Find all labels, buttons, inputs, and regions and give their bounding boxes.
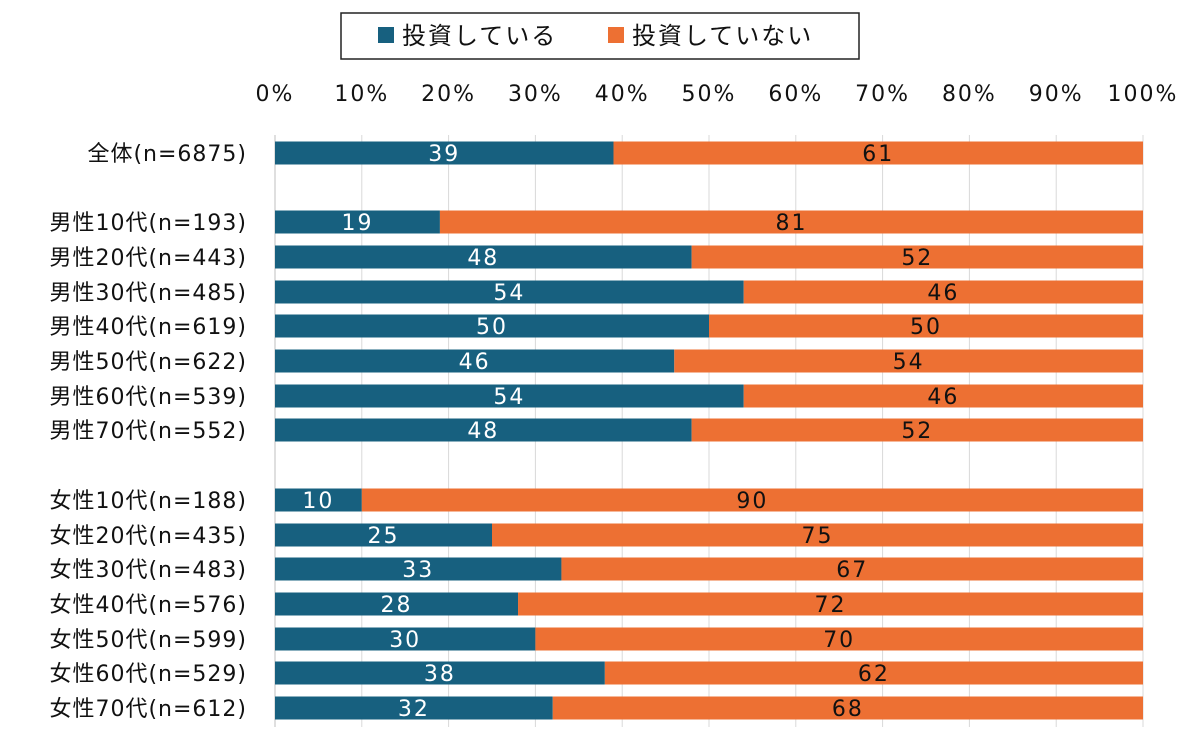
legend-frame: [340, 12, 860, 60]
bar-not-invested-6: [743, 384, 1143, 408]
category-label-14: 女性70代(n=612): [49, 697, 247, 722]
category-label-6: 男性60代(n=539): [49, 385, 247, 410]
category-label-2: 男性20代(n=443): [49, 246, 247, 271]
data-label-not-invested-10: 67: [836, 558, 868, 583]
bar-not-invested-7: [691, 418, 1143, 442]
x-tick-label-0: 0%: [256, 82, 295, 107]
data-label-not-invested-1: 81: [775, 211, 807, 236]
legend-label-invested: 投資している: [402, 22, 557, 50]
bar-invested-0: [275, 141, 614, 165]
data-label-invested-3: 54: [493, 281, 525, 306]
legend-swatch-not-invested: [608, 27, 624, 43]
data-label-invested-6: 54: [493, 385, 525, 410]
category-label-3: 男性30代(n=485): [49, 281, 247, 306]
x-axis-ticks: 0% 10% 20% 30% 40% 50% 60% 70% 80% 90% 100%: [256, 82, 1179, 107]
bar-not-invested-12: [535, 627, 1143, 651]
bar-invested-14: [275, 696, 553, 720]
bar-not-invested-5: [674, 349, 1143, 373]
category-label-11: 女性40代(n=576): [49, 593, 247, 618]
legend: 投資している 投資していない: [340, 12, 860, 60]
x-tick-label-5: 50%: [682, 82, 737, 107]
data-label-not-invested-3: 46: [927, 281, 959, 306]
x-tick-label-10: 100%: [1108, 82, 1179, 107]
category-label-13: 女性60代(n=529): [49, 662, 247, 687]
bar-invested-7: [275, 418, 692, 442]
x-tick-label-7: 70%: [855, 82, 910, 107]
data-label-invested-7: 48: [467, 419, 499, 444]
bar-invested-3: [275, 280, 744, 304]
bar-not-invested-9: [492, 523, 1143, 547]
bar-invested-10: [275, 557, 562, 581]
bar-invested-2: [275, 245, 692, 269]
data-label-invested-2: 48: [467, 246, 499, 271]
bar-invested-11: [275, 592, 519, 616]
x-tick-label-1: 10%: [334, 82, 389, 107]
bar-invested-9: [275, 523, 492, 547]
data-label-invested-0: 39: [428, 142, 460, 167]
x-tick-label-2: 20%: [421, 82, 476, 107]
data-label-invested-4: 50: [476, 315, 508, 340]
category-label-8: 女性10代(n=188): [49, 489, 247, 514]
data-label-not-invested-2: 52: [901, 246, 933, 271]
data-label-not-invested-12: 70: [823, 628, 855, 653]
bar-invested-12: [275, 627, 536, 651]
data-label-not-invested-4: 50: [910, 315, 942, 340]
data-label-not-invested-6: 46: [927, 385, 959, 410]
x-tick-label-4: 40%: [595, 82, 650, 107]
category-label-0: 全体(n=6875): [87, 142, 247, 167]
category-label-10: 女性30代(n=483): [49, 558, 247, 583]
data-label-invested-13: 38: [424, 662, 456, 687]
bar-not-invested-2: [691, 245, 1143, 269]
category-label-12: 女性50代(n=599): [49, 628, 247, 653]
data-label-not-invested-11: 72: [815, 593, 847, 618]
data-label-not-invested-14: 68: [832, 697, 864, 722]
data-label-not-invested-13: 62: [858, 662, 890, 687]
data-label-invested-10: 33: [402, 558, 434, 583]
x-tick-label-9: 90%: [1029, 82, 1084, 107]
bar-not-invested-0: [613, 141, 1143, 165]
category-label-1: 男性10代(n=193): [49, 211, 247, 236]
bar-not-invested-3: [743, 280, 1143, 304]
data-label-not-invested-9: 75: [802, 524, 834, 549]
data-label-invested-11: 28: [381, 593, 413, 618]
data-label-invested-1: 19: [341, 211, 373, 236]
category-label-9: 女性20代(n=435): [49, 524, 247, 549]
bars: [275, 141, 1143, 720]
bar-not-invested-1: [439, 210, 1143, 234]
bar-not-invested-8: [361, 488, 1143, 512]
bar-invested-6: [275, 384, 744, 408]
legend-label-not-invested: 投資していない: [632, 22, 813, 50]
data-label-not-invested-5: 54: [893, 350, 925, 375]
data-label-invested-5: 46: [459, 350, 491, 375]
legend-swatch-invested: [378, 27, 394, 43]
data-label-not-invested-7: 52: [901, 419, 933, 444]
category-labels: 全体(n=6875) 男性10代(n=193) 男性20代(n=443) 男性30代(…: [49, 142, 247, 722]
bar-invested-4: [275, 314, 709, 338]
data-label-invested-9: 25: [368, 524, 400, 549]
data-label-invested-8: 10: [302, 489, 334, 514]
category-label-7: 男性70代(n=552): [49, 419, 247, 444]
bar-not-invested-14: [552, 696, 1143, 720]
category-label-4: 男性40代(n=619): [49, 315, 247, 340]
bar-not-invested-13: [604, 661, 1143, 685]
x-tick-label-3: 30%: [508, 82, 563, 107]
bar-invested-1: [275, 210, 440, 234]
bar-invested-13: [275, 661, 605, 685]
data-label-invested-12: 30: [389, 628, 421, 653]
bar-not-invested-11: [518, 592, 1143, 616]
data-label-not-invested-0: 61: [862, 142, 894, 167]
bar-not-invested-10: [561, 557, 1143, 581]
x-tick-label-6: 60%: [768, 82, 823, 107]
bar-not-invested-4: [709, 314, 1143, 338]
data-label-not-invested-8: 90: [736, 489, 768, 514]
data-label-invested-14: 32: [398, 697, 430, 722]
bar-invested-8: [275, 488, 362, 512]
x-tick-label-8: 80%: [942, 82, 997, 107]
category-label-5: 男性50代(n=622): [49, 350, 247, 375]
bar-invested-5: [275, 349, 675, 373]
